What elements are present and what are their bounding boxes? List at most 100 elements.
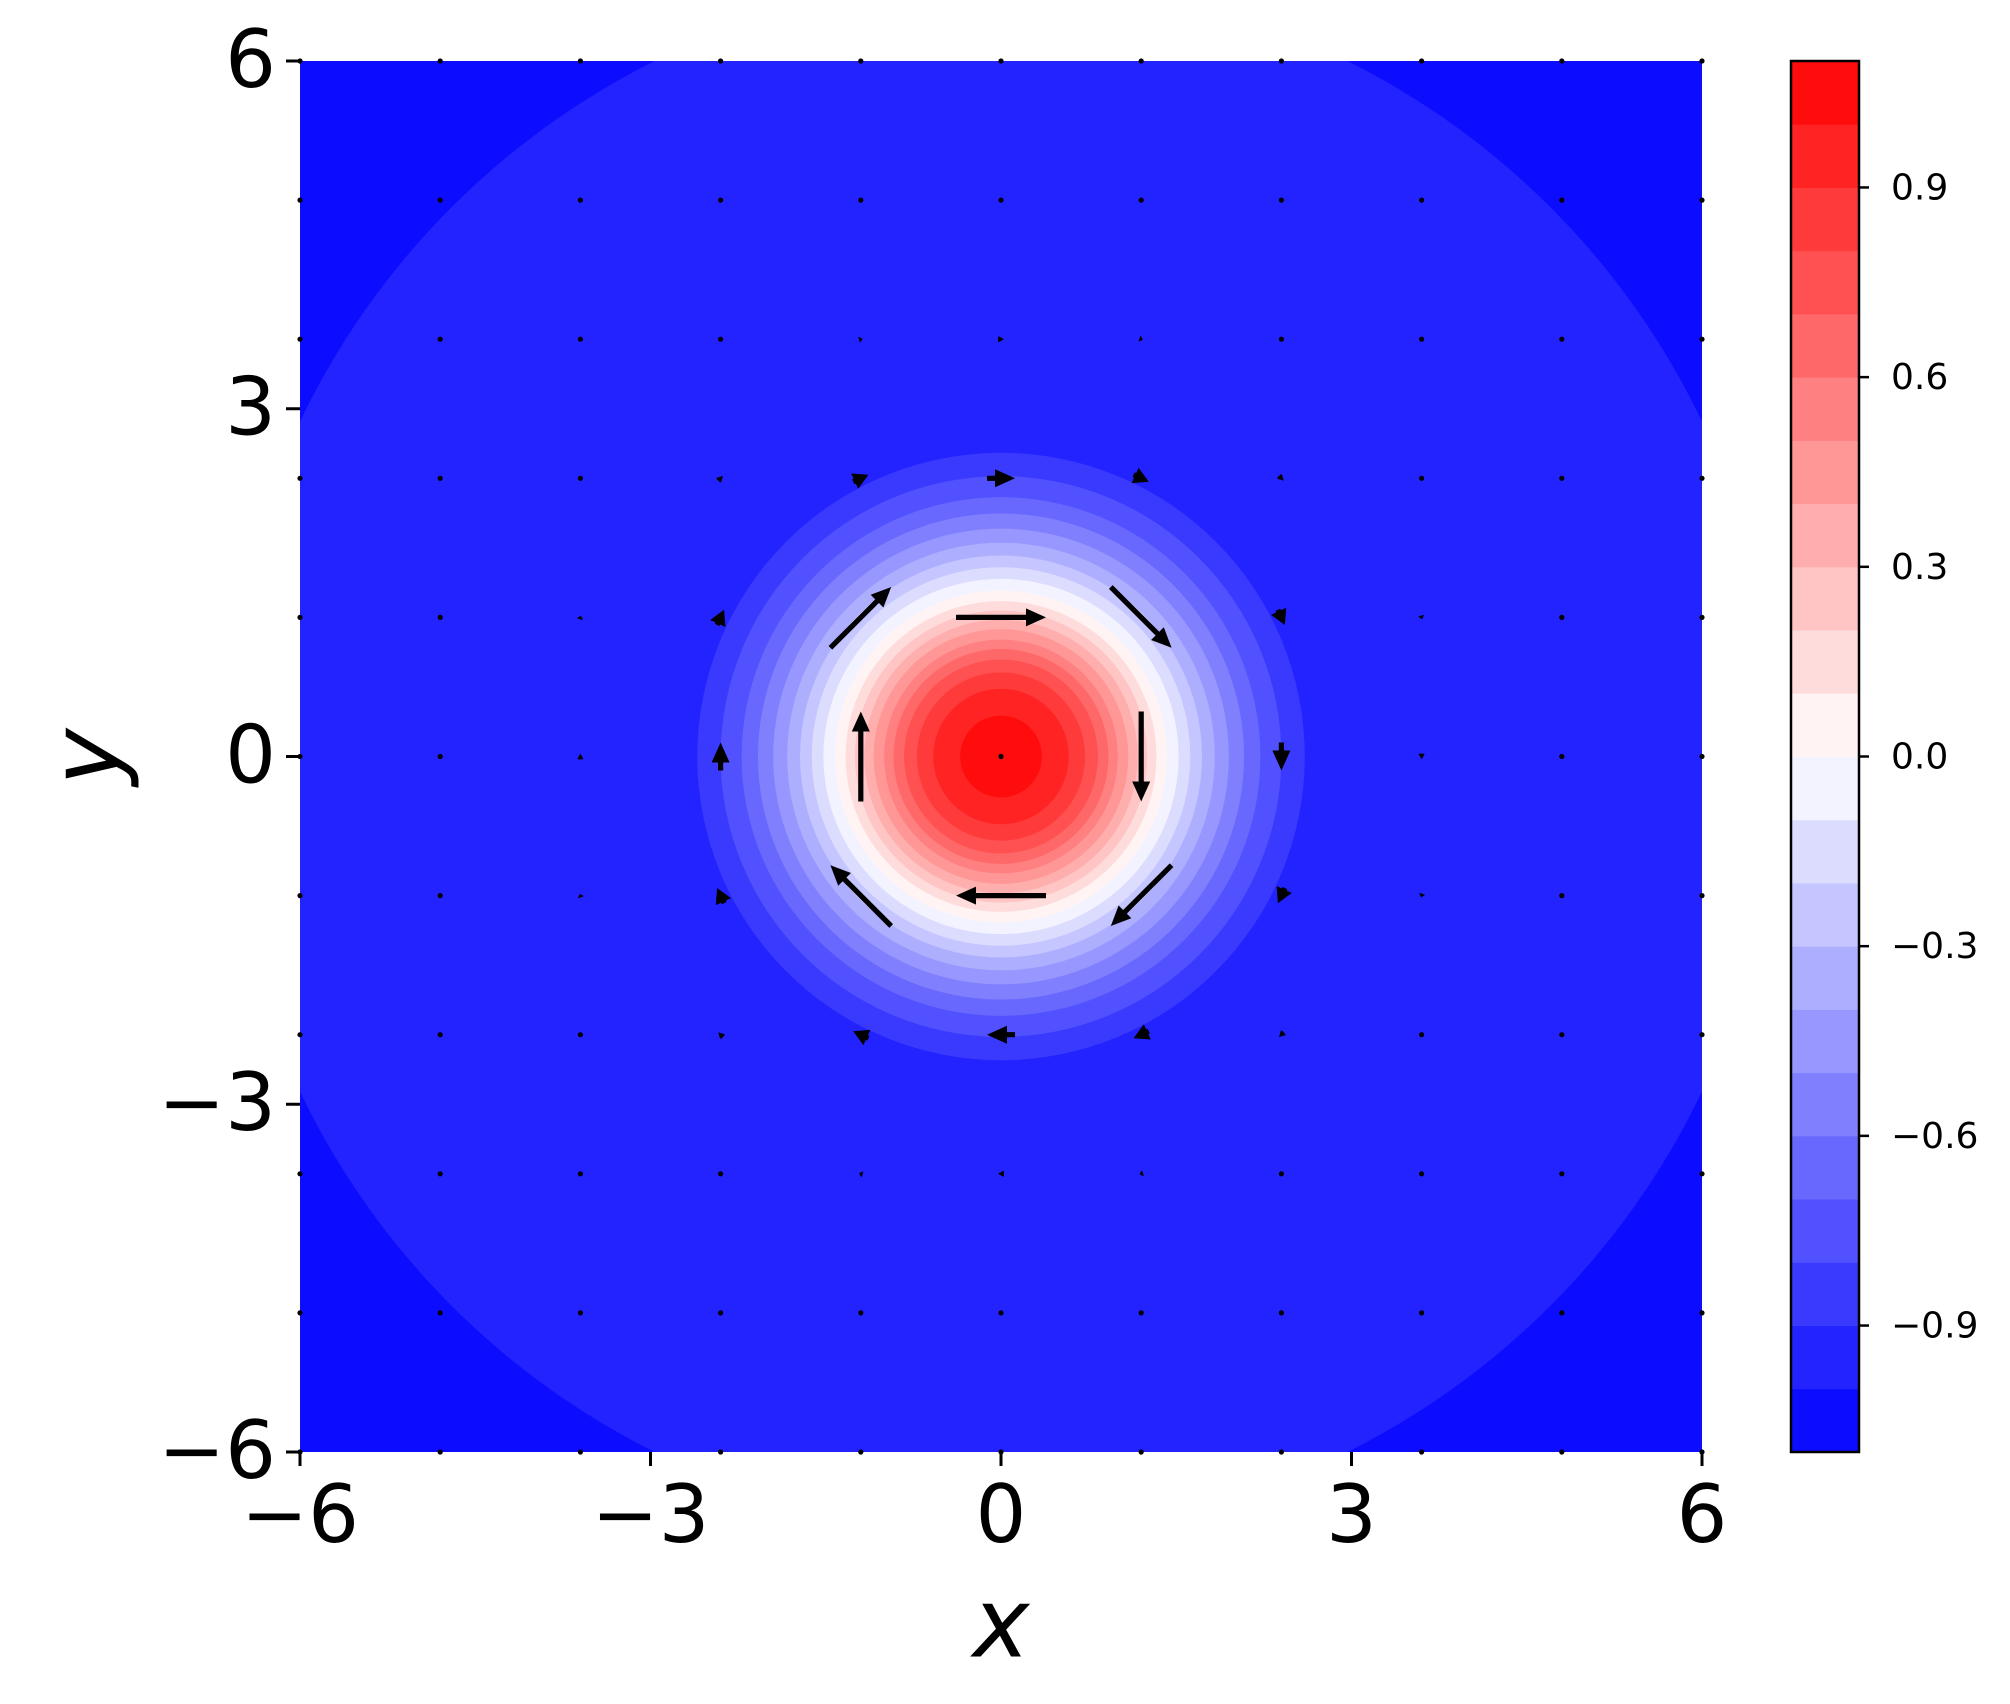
colorbar-band — [1791, 1262, 1859, 1327]
quiver-arrow — [1699, 893, 1705, 899]
quiver-arrow — [858, 197, 864, 203]
quiver-arrow — [578, 893, 584, 899]
quiver-arrow — [1559, 753, 1565, 760]
y-tick-label: 0 — [225, 708, 276, 801]
colorbar-band — [1791, 1199, 1859, 1263]
quiver-arrow — [851, 711, 870, 802]
x-axis-label: x — [970, 1567, 1031, 1679]
quiver-arrow — [1276, 886, 1292, 904]
quiver-arrow — [1139, 1170, 1144, 1177]
quiver-arrow — [1278, 1449, 1284, 1455]
quiver-arrow — [711, 742, 730, 771]
plot-area — [300, 61, 1702, 1452]
quiver-arrow — [859, 1171, 864, 1178]
colorbar-band — [1791, 882, 1859, 947]
colorbar-band — [1791, 1325, 1859, 1390]
quiver-arrow — [1559, 475, 1565, 481]
quiver-arrow — [1699, 614, 1705, 621]
quiver-arrow — [1559, 1032, 1565, 1038]
colorbar-band — [1791, 1072, 1859, 1137]
quiver-arrow — [1131, 467, 1149, 484]
quiver-arrow — [1559, 1449, 1565, 1455]
x-tick-label: −3 — [592, 1468, 710, 1561]
quiver-arrow — [858, 1449, 864, 1455]
quiver-arrow — [577, 615, 583, 620]
quiver-arrow — [437, 1449, 443, 1455]
quiver-arrow — [1132, 711, 1151, 802]
quiver-arrow — [1699, 1310, 1705, 1316]
quiver-arrow — [998, 1170, 1004, 1177]
quiver-arrow — [858, 1310, 864, 1316]
quiver-arrow — [577, 336, 584, 342]
quiver-arrow — [437, 475, 443, 481]
colorbar-band — [1791, 503, 1859, 568]
quiver-arrow — [577, 753, 584, 760]
quiver-arrow — [858, 336, 863, 343]
quiver-arrow — [297, 336, 303, 342]
y-tick-label: 6 — [225, 13, 276, 106]
quiver-arrow — [1419, 475, 1425, 481]
quiver-arrow — [1278, 1310, 1284, 1316]
quiver-arrow — [437, 336, 443, 342]
quiver-arrow — [1272, 742, 1291, 771]
quiver-arrow — [1279, 1030, 1286, 1038]
quiver-arrow — [297, 197, 303, 203]
quiver-arrow — [1559, 336, 1565, 342]
quiver-arrow — [437, 893, 443, 899]
colorbar-band — [1791, 313, 1859, 378]
quiver-arrow — [1278, 1171, 1284, 1177]
quiver-arrow — [1138, 197, 1144, 203]
quiver-arrow — [715, 888, 731, 906]
quiver — [297, 58, 1705, 1455]
y-tick-label: −3 — [158, 1056, 276, 1149]
colorbar-tick-label: −0.3 — [1891, 926, 1978, 967]
quiver-arrow — [577, 1032, 584, 1038]
quiver-arrow — [577, 1310, 584, 1316]
quiver-arrow — [1419, 1310, 1425, 1316]
quiver-arrow — [1277, 474, 1284, 481]
colorbar-tick-label: −0.9 — [1891, 1306, 1978, 1347]
quiver-arrow — [828, 587, 892, 650]
quiver-arrow — [297, 1310, 303, 1316]
colorbar-tick-label: −0.6 — [1891, 1116, 1978, 1157]
quiver-arrow — [718, 336, 724, 342]
colorbar-band — [1791, 61, 1859, 125]
quiver-arrow — [1699, 336, 1705, 342]
quiver-arrow — [1138, 335, 1143, 342]
quiver-arrow — [1419, 1449, 1425, 1455]
quiver-arrow — [437, 614, 443, 621]
quiver-arrow — [986, 469, 1016, 488]
quiver-arrow — [1559, 614, 1565, 621]
quiver-arrow — [297, 1171, 303, 1177]
quiver-arrow — [830, 865, 894, 928]
quiver-arrow — [1418, 614, 1424, 620]
quiver-arrow — [1138, 58, 1144, 64]
x-tick-label: −6 — [241, 1468, 359, 1561]
quiver-arrow — [437, 1171, 443, 1177]
quiver-arrow — [1699, 58, 1705, 64]
quiver-arrow — [998, 1310, 1004, 1316]
quiver-arrow — [998, 58, 1004, 64]
quiver-arrow — [710, 609, 726, 627]
quiver-arrow — [297, 893, 303, 899]
quiver-arrow — [956, 608, 1046, 627]
quiver-arrow — [1138, 1449, 1144, 1455]
x-tick-label: 0 — [976, 1468, 1027, 1561]
quiver-arrow — [851, 473, 869, 489]
quiver-arrow — [1278, 58, 1284, 64]
colorbar-band — [1791, 946, 1859, 1010]
quiver-arrow — [956, 886, 1046, 905]
colorbar-band — [1791, 124, 1859, 188]
quiver-arrow — [1110, 863, 1174, 926]
quiver-arrow — [718, 1449, 724, 1455]
quiver-arrow — [718, 1032, 725, 1039]
axes: −6 −3 0 3 6 −6 −3 0 3 6 −0.9 −0.6 −0.3 0.0 0.3 0.6 0.9 — [158, 13, 1978, 1561]
quiver-arrow — [1419, 336, 1425, 342]
quiver-arrow — [998, 197, 1004, 203]
quiver-arrow — [1699, 753, 1705, 760]
quiver-arrow — [297, 1032, 303, 1038]
colorbar-band — [1791, 1135, 1859, 1200]
quiver-arrow — [998, 753, 1004, 760]
quiver-arrow — [1278, 197, 1284, 203]
